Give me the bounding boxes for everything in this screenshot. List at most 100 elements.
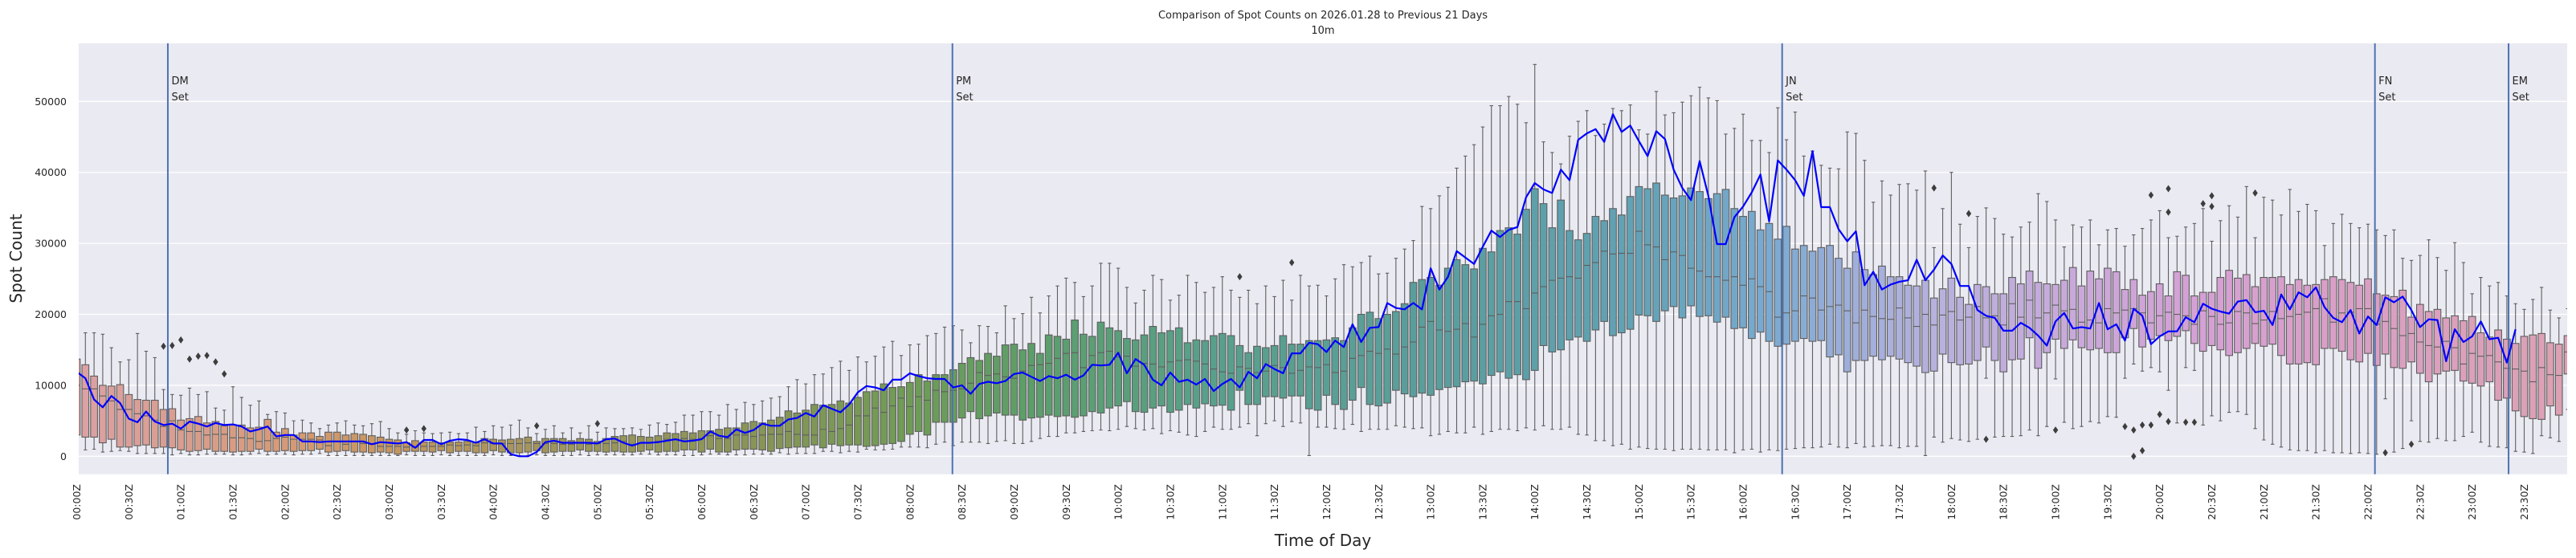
box-iqr: [1470, 268, 1478, 382]
box-iqr: [1288, 344, 1296, 397]
box-iqr: [2251, 286, 2260, 344]
box: [802, 383, 810, 454]
box: [1105, 263, 1114, 432]
box-iqr: [1140, 334, 1149, 413]
box-iqr: [984, 352, 992, 417]
box-iqr: [1660, 194, 1669, 312]
event-line-label-line: JN: [1785, 75, 1797, 88]
box-iqr: [827, 404, 836, 445]
box-iqr: [1929, 297, 1938, 372]
box: [1696, 87, 1704, 450]
box: [1513, 104, 1521, 432]
box-iqr: [255, 426, 263, 450]
box-iqr: [1999, 293, 2008, 373]
box-iqr: [125, 393, 133, 448]
box: [194, 393, 202, 456]
box: [1201, 291, 1209, 432]
box: [1427, 208, 1435, 437]
box: [1904, 183, 1913, 447]
box: [1582, 110, 1591, 436]
box-iqr: [2086, 271, 2095, 351]
box-iqr: [2095, 278, 2103, 349]
box-iqr: [1348, 327, 1357, 401]
box-iqr: [862, 391, 871, 447]
box-iqr: [610, 436, 619, 452]
box-iqr: [845, 402, 853, 446]
box-iqr: [1713, 193, 1721, 323]
box: [854, 356, 862, 453]
box: [2277, 214, 2285, 448]
box-iqr: [150, 399, 159, 449]
x-tick-label: 02:00Z: [279, 484, 291, 520]
box: [1383, 272, 1391, 430]
outlier-point: [186, 355, 193, 363]
box: [2182, 226, 2190, 369]
outlier-point: [2408, 440, 2415, 448]
box-iqr: [2346, 282, 2355, 360]
box: [2216, 220, 2225, 422]
box-iqr: [2381, 295, 2390, 355]
box-iqr: [2129, 279, 2138, 329]
box-iqr: [1557, 199, 1566, 351]
box: [1669, 112, 1678, 451]
box: [1088, 285, 1096, 432]
box-iqr: [941, 374, 949, 423]
box-iqr: [2398, 289, 2407, 369]
box: [1721, 133, 1730, 450]
box: [1227, 289, 1235, 430]
box-iqr: [2077, 285, 2086, 348]
box-iqr: [905, 381, 914, 435]
outlier-point: [195, 352, 201, 360]
box-iqr: [2442, 317, 2451, 372]
x-tick-label: 03:00Z: [383, 484, 395, 520]
box: [1660, 114, 1669, 450]
box: [1860, 160, 1869, 448]
box-iqr: [2051, 283, 2060, 340]
box: [2086, 219, 2095, 422]
x-tick-label: 10:00Z: [1112, 484, 1125, 520]
x-tick-label: 00:00Z: [71, 484, 83, 520]
x-tick-label: 09:00Z: [1008, 484, 1020, 520]
box-iqr: [524, 436, 533, 453]
box-iqr: [350, 433, 359, 453]
box-iqr: [1843, 267, 1851, 373]
box-iqr: [810, 404, 819, 446]
x-tick-label: 15:00Z: [1633, 484, 1645, 520]
box-iqr: [1487, 251, 1496, 377]
x-tick-label: 06:30Z: [748, 484, 760, 520]
box-iqr: [2520, 336, 2529, 417]
box: [1366, 255, 1374, 430]
box-iqr: [567, 440, 576, 452]
x-tick-label: 01:30Z: [227, 484, 239, 520]
box: [2303, 203, 2312, 451]
box: [1036, 312, 1044, 439]
box: [775, 396, 784, 454]
box: [2321, 245, 2329, 451]
box: [1296, 275, 1304, 424]
box-iqr: [2025, 271, 2034, 339]
box: [81, 332, 90, 450]
box-iqr: [1374, 318, 1383, 407]
box: [549, 425, 558, 456]
box-iqr: [1149, 326, 1157, 409]
box-iqr: [1313, 340, 1322, 411]
box: [2503, 295, 2511, 449]
box-iqr: [1201, 340, 1209, 405]
outlier-point: [1237, 273, 1243, 281]
box: [2198, 208, 2207, 426]
event-line-label-line: PM: [956, 75, 971, 88]
box-iqr: [2372, 293, 2381, 366]
event-line-label: FN Set: [2378, 75, 2395, 104]
box: [2043, 201, 2051, 427]
outlier-point: [1983, 435, 1989, 443]
box: [99, 333, 107, 453]
box-iqr: [2285, 283, 2294, 365]
x-tick-label: 11:00Z: [1216, 484, 1228, 520]
box: [1609, 108, 1617, 446]
outlier-point: [2131, 426, 2137, 434]
box-iqr: [1730, 208, 1739, 329]
box-iqr: [1869, 274, 1877, 357]
box: [2398, 258, 2407, 450]
outlier-point: [213, 358, 218, 366]
box: [1123, 287, 1131, 427]
